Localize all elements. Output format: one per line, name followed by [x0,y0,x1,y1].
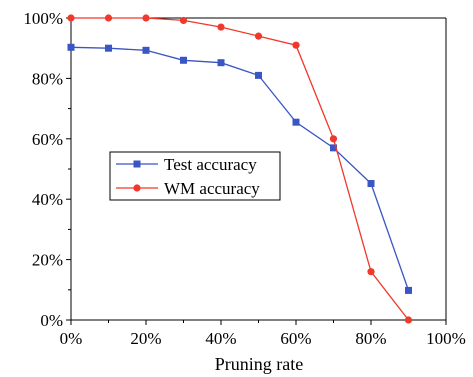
legend-marker-wm-accuracy [133,184,141,192]
y-tick-label: 0% [40,311,63,330]
data-point-test-accuracy [330,144,337,152]
x-tick-label: 0% [60,329,83,348]
series-test-accuracy [67,43,412,294]
legend-box [109,151,281,201]
x-tick-label: 100% [426,329,466,348]
data-point-wm-accuracy [254,32,263,40]
data-point-test-accuracy [105,44,112,52]
legend-label-test-accuracy: Test accuracy [164,155,257,174]
data-point-wm-accuracy [104,14,113,22]
y-tick-label: 80% [32,69,63,88]
series-line-test-accuracy [70,46,410,291]
data-point-test-accuracy [67,43,75,51]
y-tick-label: 100% [23,9,63,28]
series-line-wm-accuracy [71,17,410,321]
data-point-test-accuracy [142,46,150,54]
data-point-wm-accuracy [217,23,225,31]
x-tick-label: 20% [130,329,161,348]
data-point-test-accuracy [367,179,375,187]
x-tick-label: 60% [280,329,311,348]
data-point-test-accuracy [255,71,262,79]
data-point-test-accuracy [405,286,412,294]
chart-axes: 0% 20% 40% 60% 80% 100% 0% 20% 40% 60% 80% 100% [23,9,466,348]
y-tick-label: 60% [32,130,63,149]
y-tick-label: 40% [32,190,63,209]
legend-marker-test-accuracy [133,160,141,168]
series-layer [67,14,413,324]
data-point-test-accuracy [180,56,187,64]
data-point-wm-accuracy [142,14,150,22]
x-tick-label: 80% [355,329,386,348]
legend: Test accuracy WM accuracy [109,151,281,201]
data-point-wm-accuracy [367,268,375,276]
x-tick-label: 40% [205,329,236,348]
data-point-wm-accuracy [404,316,413,324]
data-point-wm-accuracy [292,41,300,49]
y-tick-label: 20% [32,251,63,270]
series-wm-accuracy [67,14,413,324]
legend-label-wm-accuracy: WM accuracy [164,179,260,198]
data-point-test-accuracy [292,118,300,126]
data-point-wm-accuracy [67,14,75,22]
data-point-wm-accuracy [179,16,188,25]
data-point-wm-accuracy [329,135,338,143]
data-point-test-accuracy [217,59,225,67]
x-axis-title: Pruning rate [215,354,303,374]
